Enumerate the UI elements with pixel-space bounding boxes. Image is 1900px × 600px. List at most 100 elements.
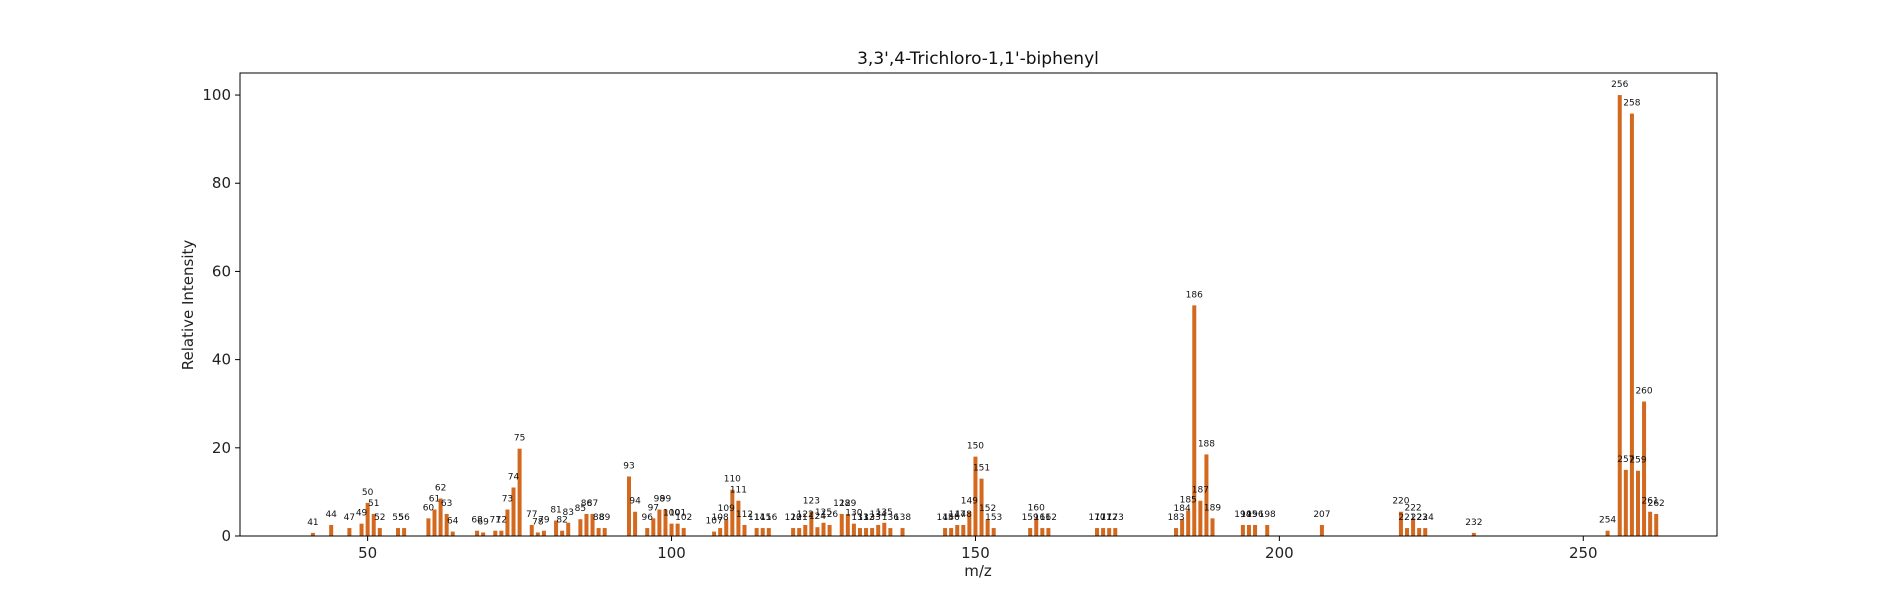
y-tick-label: 40 xyxy=(212,351,231,369)
bar xyxy=(627,476,632,536)
bar xyxy=(1411,518,1416,536)
peak-label: 221 xyxy=(1398,513,1415,523)
bar xyxy=(1617,95,1622,537)
bar xyxy=(797,528,802,536)
bar xyxy=(681,528,686,536)
peak-label: 73 xyxy=(502,495,513,505)
peak-label: 56 xyxy=(398,513,410,523)
bar xyxy=(760,528,765,536)
peak-label: 159 xyxy=(1022,513,1039,523)
peak-label: 78 xyxy=(532,517,544,527)
peak-label: 136 xyxy=(882,513,899,523)
bar xyxy=(1040,528,1045,536)
peak-label: 223 xyxy=(1411,513,1428,523)
bar xyxy=(1648,511,1653,536)
bar xyxy=(584,513,589,536)
bar xyxy=(1034,518,1039,536)
bar xyxy=(991,528,996,536)
bar xyxy=(602,528,607,536)
bar xyxy=(882,522,887,536)
peak-label: 152 xyxy=(979,504,996,514)
bar xyxy=(396,528,401,536)
bar xyxy=(742,524,747,536)
bar xyxy=(645,528,650,536)
bar xyxy=(985,519,990,536)
peak-label: 258 xyxy=(1623,99,1640,109)
peak-label: 123 xyxy=(803,497,820,507)
peak-label: 150 xyxy=(967,442,984,452)
peak-label: 133 xyxy=(864,513,881,523)
peak-label: 85 xyxy=(575,504,586,514)
bar xyxy=(1046,528,1051,536)
bar xyxy=(815,527,820,536)
peak-label: 68 xyxy=(471,516,483,526)
y-tick-label: 0 xyxy=(221,527,231,545)
peak-label: 259 xyxy=(1629,456,1646,466)
peak-label: 41 xyxy=(307,518,318,528)
peak-label: 49 xyxy=(356,509,368,519)
bar xyxy=(450,531,455,536)
peak-label: 74 xyxy=(508,472,520,482)
peak-label: 161 xyxy=(1034,513,1051,523)
bar xyxy=(754,528,759,536)
bar xyxy=(1605,530,1610,536)
peak-label: 93 xyxy=(623,461,634,471)
peak-label: 261 xyxy=(1642,497,1659,507)
peak-label: 185 xyxy=(1180,495,1197,505)
peak-label: 109 xyxy=(718,504,735,514)
peak-label: 132 xyxy=(857,513,874,523)
chart-title: 3,3',4-Trichloro-1,1'-biphenyl xyxy=(857,49,1099,69)
bar xyxy=(329,524,334,536)
peak-label: 172 xyxy=(1101,513,1118,523)
bar xyxy=(493,530,498,536)
bar xyxy=(718,528,723,536)
peak-label: 124 xyxy=(809,512,826,522)
peak-label: 60 xyxy=(423,503,435,513)
peak-label: 196 xyxy=(1246,510,1263,520)
peak-label: 114 xyxy=(748,513,765,523)
bar xyxy=(560,530,565,536)
peak-label: 160 xyxy=(1028,503,1045,513)
bar xyxy=(1623,469,1628,536)
y-tick-label: 60 xyxy=(212,262,231,280)
peak-label: 207 xyxy=(1313,510,1330,520)
peak-label: 194 xyxy=(1234,510,1251,520)
peak-label: 64 xyxy=(447,517,459,527)
bar xyxy=(949,528,954,536)
peak-label: 126 xyxy=(821,510,838,520)
peak-label: 116 xyxy=(760,513,777,523)
bar xyxy=(1240,524,1245,536)
bar xyxy=(1253,524,1258,536)
peak-label: 121 xyxy=(791,513,808,523)
peak-label: 51 xyxy=(368,499,379,509)
peak-label: 148 xyxy=(955,510,972,520)
peak-label: 171 xyxy=(1095,513,1112,523)
peak-label: 262 xyxy=(1648,499,1665,509)
peak-label: 86 xyxy=(581,499,593,509)
bar xyxy=(426,518,431,536)
bar xyxy=(529,524,534,536)
peak-label: 222 xyxy=(1404,503,1421,513)
bar xyxy=(505,509,510,536)
peak-label: 98 xyxy=(654,495,666,505)
peak-label: 89 xyxy=(599,513,611,523)
peak-label: 173 xyxy=(1107,513,1124,523)
peak-label: 82 xyxy=(556,516,567,526)
peak-label: 122 xyxy=(797,510,814,520)
peak-label: 145 xyxy=(936,513,953,523)
peak-label: 71 xyxy=(490,516,501,526)
peak-label: 100 xyxy=(663,509,680,519)
peak-label: 187 xyxy=(1192,486,1209,496)
peak-label: 99 xyxy=(660,495,672,505)
bar xyxy=(955,524,960,536)
bar xyxy=(444,513,449,536)
bar xyxy=(377,528,382,536)
bar xyxy=(675,523,680,536)
bar xyxy=(1319,524,1324,536)
y-tick-label: 100 xyxy=(202,86,231,104)
bar xyxy=(1192,305,1197,536)
peak-label: 110 xyxy=(724,475,741,485)
bar xyxy=(1265,524,1270,536)
bar xyxy=(791,528,796,536)
peak-label: 260 xyxy=(1635,387,1652,397)
